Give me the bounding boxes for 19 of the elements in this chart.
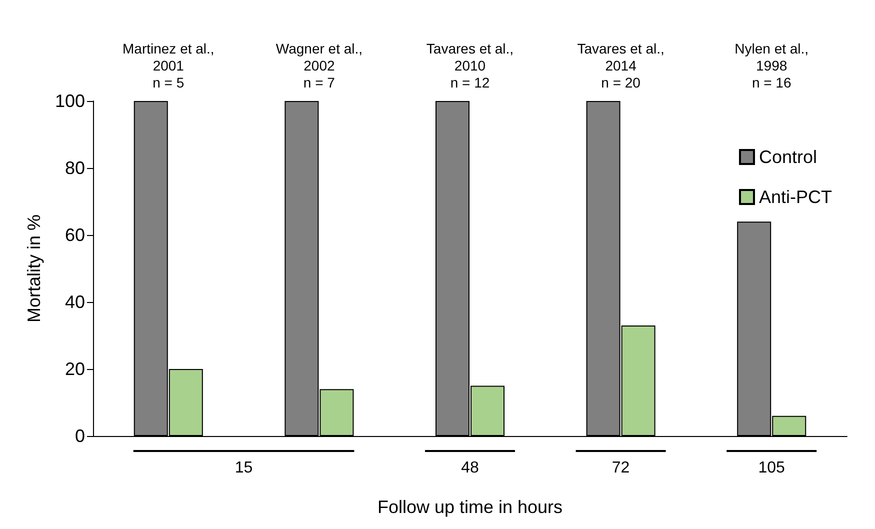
x-tick-label: Tavares et al., 2014 n = 20 bbox=[577, 40, 664, 90]
y-tick-label: 20 bbox=[64, 359, 85, 379]
x-axis-title: Follow up time in hours bbox=[377, 497, 563, 517]
y-tick-label: 80 bbox=[64, 158, 85, 178]
x-tick-label: Nylen et al., 1998 n = 16 bbox=[734, 40, 809, 90]
legend-label: Anti-PCT bbox=[758, 187, 832, 207]
text: 105 bbox=[758, 460, 786, 476]
legend-label: Control bbox=[758, 147, 818, 167]
x-tick-label: Tavares et al., 2010 n = 12 bbox=[426, 40, 514, 90]
y-tick-label: 100 bbox=[54, 91, 85, 111]
text: 15 bbox=[234, 460, 253, 476]
text: 72 bbox=[612, 460, 630, 476]
x-tick-label: Wagner et al., 2002 n = 7 bbox=[276, 40, 363, 90]
text: 48 bbox=[461, 460, 479, 476]
y-tick-label: 60 bbox=[64, 225, 85, 245]
y-axis-title: Mortality in % bbox=[24, 214, 44, 323]
y-tick-label: 0 bbox=[74, 426, 85, 446]
x-tick-label: Martinez et al., 2001 n = 5 bbox=[122, 40, 214, 90]
y-tick-label: 40 bbox=[64, 292, 85, 312]
